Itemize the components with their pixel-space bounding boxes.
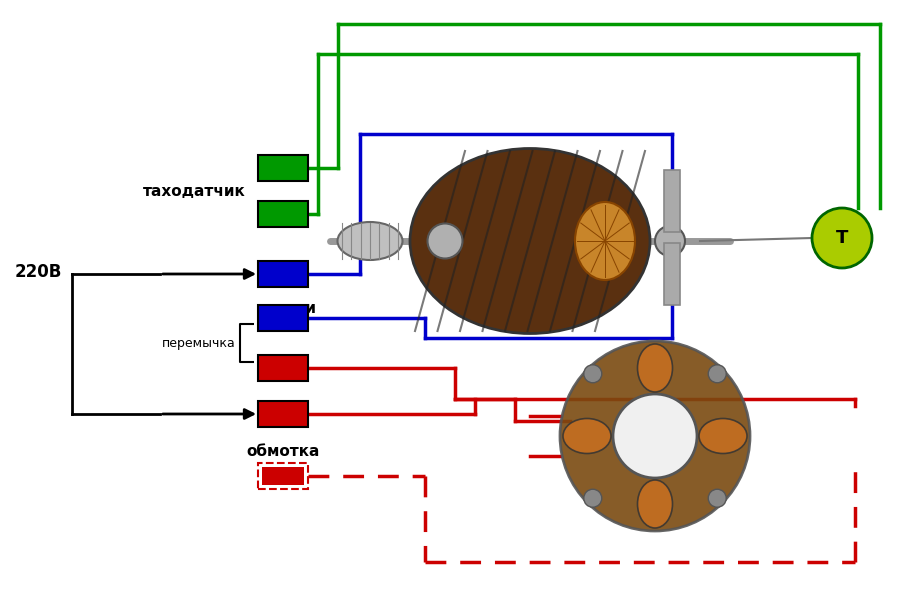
Ellipse shape <box>699 418 747 454</box>
Bar <box>258 463 308 489</box>
Circle shape <box>613 394 697 478</box>
Bar <box>258 201 308 227</box>
Ellipse shape <box>655 226 685 256</box>
Bar <box>262 467 304 485</box>
Bar <box>258 261 308 287</box>
Text: 220В: 220В <box>15 263 62 281</box>
Ellipse shape <box>410 148 650 334</box>
Circle shape <box>584 489 602 507</box>
Bar <box>664 243 680 305</box>
Ellipse shape <box>563 418 611 454</box>
Bar <box>258 355 308 381</box>
Ellipse shape <box>637 480 672 528</box>
Ellipse shape <box>637 344 672 392</box>
Ellipse shape <box>338 222 402 260</box>
Text: обмотка: обмотка <box>247 444 320 459</box>
Text: таходатчик: таходатчик <box>143 184 246 198</box>
Ellipse shape <box>428 224 463 259</box>
Circle shape <box>812 208 872 268</box>
Circle shape <box>584 365 602 383</box>
Ellipse shape <box>575 202 635 280</box>
Circle shape <box>708 489 726 507</box>
Bar <box>258 401 308 427</box>
Text: Т: Т <box>836 229 848 247</box>
Circle shape <box>708 365 726 383</box>
Circle shape <box>560 341 750 531</box>
Bar <box>258 305 308 331</box>
Bar <box>664 170 680 232</box>
Text: перемычка: перемычка <box>162 337 236 349</box>
Text: щетки: щетки <box>259 301 317 316</box>
Bar <box>258 155 308 181</box>
